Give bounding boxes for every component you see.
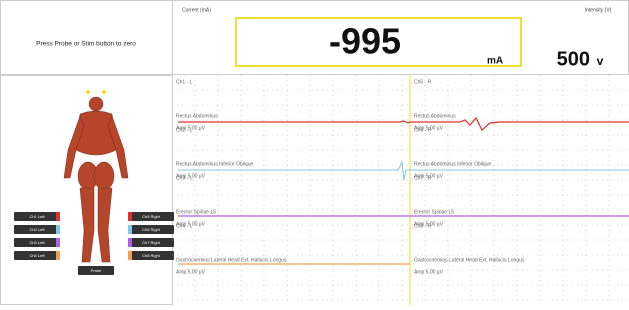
channel-muscle: Rectus Abdominus [414,113,456,119]
emg-screen: Press Probe or Stim button to zero Curre… [0,0,629,305]
channel-name: Ch6 - R [414,127,432,133]
channel-name: Ch1 - L [176,79,193,85]
button-label[interactable]: Ch2 Left [29,227,45,232]
intensity-label: Intensity (V) [585,7,612,13]
current-unit: mA [487,56,503,67]
current-value: -995 [329,21,401,62]
button-color [56,238,60,247]
channel-button[interactable]: Ch4 Left [14,251,60,260]
prompt-text: Press Probe or Stim button to zero [36,41,136,48]
channel-amp: Amp 5.00 µV [414,269,444,275]
channel-name: Ch7 - R [414,175,432,181]
button-color [56,212,60,221]
channel-button[interactable]: Ch6 Right [128,225,174,234]
channel-muscle: Rectus Abdominus [176,113,218,119]
channel-muscle: Gastrocnemius Lateral Head Ext. Hallucis… [414,257,525,263]
channel-button[interactable]: Ch7 Right [128,238,174,247]
channel-button[interactable]: Ch8 Right [128,251,174,260]
button-label[interactable]: Ch4 Left [29,253,45,258]
channel-name: Ch2 - L [176,127,193,133]
button-label[interactable]: Ch3 Left [29,240,45,245]
probe-marker [102,90,106,94]
button-color [128,251,132,260]
button-color [56,251,60,260]
button-label[interactable]: Ch1 Left [29,214,45,219]
button-label[interactable]: Ch8 Right [142,253,161,258]
channel-button[interactable]: Probe [78,266,114,275]
channel-button[interactable]: Ch2 Left [14,225,60,234]
channel-muscle: Rectus Abdominus Inferior Oblique [414,161,491,167]
channel-name: Ch4 - L [176,223,193,229]
channel-amp: Amp 5.00 µV [176,269,206,275]
channel-muscle: Gastrocnemius Lateral Head Ext. Hallucis… [176,257,287,263]
channel-name: Ch8 - R [414,223,432,229]
current-label: Current (mA) [182,7,211,13]
button-label[interactable]: Ch7 Right [142,240,161,245]
channel-name: Ch3 - L [176,175,193,181]
prompt-panel [1,1,173,75]
channel-muscle: Erector Spinae L5 [176,209,216,215]
button-label[interactable]: Ch5 Right [142,214,161,219]
channel-button[interactable]: Ch3 Left [14,238,60,247]
channel-muscle: Erector Spinae L5 [414,209,454,215]
button-color [128,212,132,221]
intensity-unit: v [597,54,604,68]
channel-name: Ch5 - R [414,79,432,85]
probe-marker [86,90,90,94]
channel-button[interactable]: Ch1 Left [14,212,60,221]
intensity-value: 500 [557,48,590,70]
button-label[interactable]: Probe [91,268,102,273]
button-color [128,225,132,234]
button-color [128,238,132,247]
button-color [56,225,60,234]
channel-button[interactable]: Ch5 Right [128,212,174,221]
button-label[interactable]: Ch6 Right [142,227,161,232]
channel-muscle: Rectus Abdominus Inferior Oblique [176,161,253,167]
